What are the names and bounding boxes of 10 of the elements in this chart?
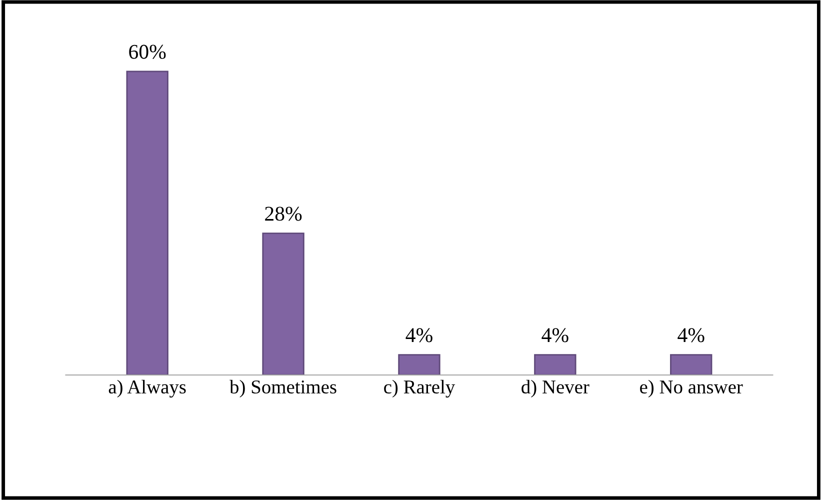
x-tick-label: c) Rarely: [384, 380, 456, 398]
data-label: 60%: [129, 44, 166, 59]
x-tick-label: d) Never: [522, 380, 590, 398]
data-label: 4%: [678, 328, 704, 342]
data-label: 4%: [542, 328, 568, 342]
data-label: 28%: [265, 206, 302, 221]
data-label: 4%: [406, 328, 432, 342]
x-tick-label: a) Always: [108, 380, 186, 398]
x-tick-label: e) No answer: [640, 380, 743, 398]
x-tick-label: b) Sometimes: [230, 380, 336, 398]
